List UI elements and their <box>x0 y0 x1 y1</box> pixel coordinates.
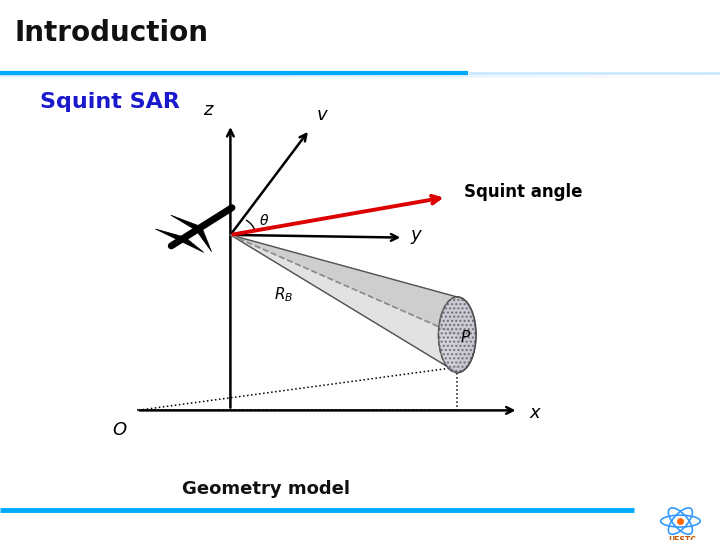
Polygon shape <box>230 235 476 373</box>
Text: Introduction: Introduction <box>14 19 208 47</box>
Polygon shape <box>230 235 476 373</box>
Text: P: P <box>461 330 470 345</box>
Ellipse shape <box>438 297 476 373</box>
Text: v: v <box>317 106 328 124</box>
Text: z: z <box>203 101 212 119</box>
Text: Squint SAR: Squint SAR <box>40 92 179 112</box>
Text: O: O <box>112 421 126 439</box>
Polygon shape <box>171 215 212 252</box>
Text: $R_B$: $R_B$ <box>274 286 293 305</box>
Text: UESTC: UESTC <box>668 536 696 540</box>
Text: Geometry model: Geometry model <box>182 480 351 498</box>
Text: x: x <box>529 404 540 422</box>
Text: Squint angle: Squint angle <box>464 183 583 201</box>
Polygon shape <box>230 235 476 335</box>
Text: y: y <box>410 226 421 244</box>
Text: $\theta$: $\theta$ <box>259 213 269 228</box>
Polygon shape <box>156 229 204 252</box>
